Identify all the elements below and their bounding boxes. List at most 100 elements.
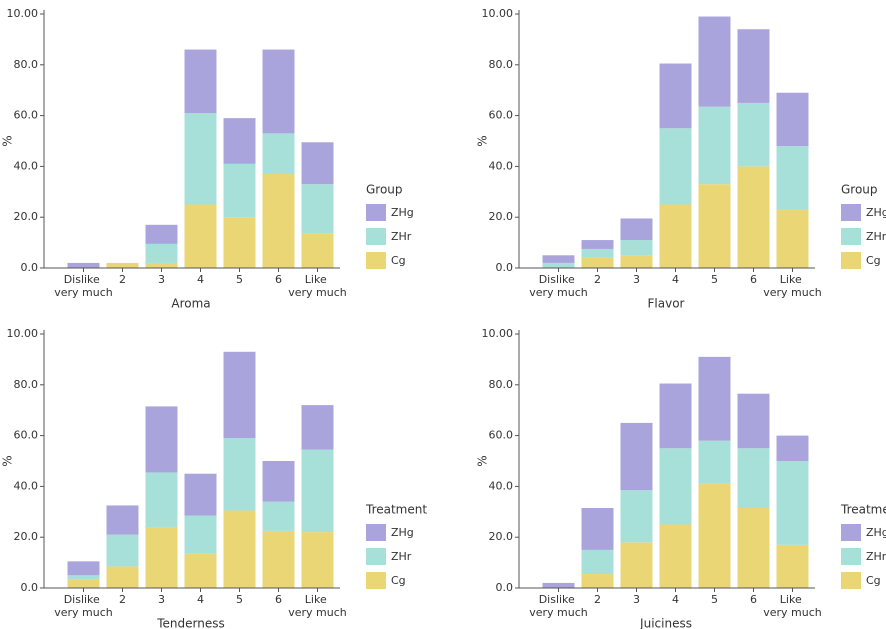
bar-segment: [620, 255, 653, 268]
bar-segment: [106, 262, 139, 268]
legend-label: Cg: [866, 574, 881, 587]
bar-segment: [145, 406, 178, 473]
legend-label: ZHg: [866, 206, 886, 219]
bar-segment: [542, 262, 575, 268]
bar-segment: [659, 383, 692, 449]
legend-swatch: [841, 572, 861, 589]
chart-panel: 0.0 20.0 40.0 60.0 80.0 10.00 Dislike very muc…: [1, 327, 428, 629]
bar-segment: [581, 248, 614, 258]
x-tick-label: 4: [672, 593, 679, 606]
bar-segment: [262, 49, 295, 134]
x-tick-label: 6: [275, 593, 282, 606]
bar-segment: [223, 118, 256, 164]
legend-swatch: [366, 204, 386, 221]
bar-segment: [301, 449, 334, 533]
x-tick-label: 3: [633, 593, 640, 606]
bar-segment: [262, 174, 295, 268]
y-tick-label: 60.0: [14, 429, 39, 442]
bar-segment: [145, 527, 178, 588]
x-tick-label: 2: [119, 273, 126, 286]
bar-segment: [659, 63, 692, 129]
legend-swatch: [366, 572, 386, 589]
bar-segment: [542, 582, 575, 588]
bar-segment: [223, 351, 256, 439]
y-tick-label: 40.0: [14, 479, 39, 492]
bar-segment: [737, 393, 770, 449]
bar-segment: [223, 510, 256, 588]
x-axis-title: Flavor: [648, 297, 685, 311]
x-tick-label: 3: [158, 273, 165, 286]
x-tick-label: 5: [236, 273, 243, 286]
bar-segment: [698, 106, 731, 185]
x-tick-label: 6: [750, 273, 757, 286]
y-axis-title: %: [1, 135, 15, 146]
y-axis-title: %: [476, 455, 490, 466]
x-tick-label: Dislike very much: [54, 273, 113, 299]
bar-segment: [776, 209, 809, 268]
bar-segment: [698, 440, 731, 484]
legend-swatch: [366, 252, 386, 269]
bar-segment: [145, 472, 178, 528]
x-tick-label: Like very much: [763, 593, 822, 619]
bar-segment: [262, 133, 295, 175]
y-tick-label: 10.00: [7, 7, 39, 20]
x-tick-label: 5: [711, 593, 718, 606]
bar-segment: [184, 49, 217, 114]
legend-label: ZHg: [391, 526, 414, 539]
chart-panel: 0.0 20.0 40.0 60.0 80.0 10.00 Dislike very muc…: [476, 327, 886, 629]
bar-segment: [67, 579, 100, 588]
x-axis-title: Juiciness: [639, 617, 692, 629]
bar-segment: [776, 461, 809, 545]
legend-swatch: [366, 524, 386, 541]
bar-segment: [223, 163, 256, 218]
legend-title: Treatment: [840, 503, 886, 517]
bar-segment: [737, 102, 770, 167]
bar-segment: [776, 92, 809, 147]
x-tick-label: Like very much: [763, 273, 822, 299]
bar-segment: [737, 507, 770, 588]
bar-segment: [184, 553, 217, 588]
bar-segment: [262, 530, 295, 588]
bar-segment: [620, 542, 653, 588]
y-tick-label: 40.0: [14, 159, 39, 172]
x-axis-title: Tenderness: [156, 617, 225, 629]
x-tick-label: 4: [197, 273, 204, 286]
bar-segment: [184, 204, 217, 268]
x-tick-label: 2: [594, 273, 601, 286]
bar-segment: [698, 184, 731, 268]
y-tick-label: 10.00: [482, 327, 514, 340]
bar-segment: [581, 549, 614, 575]
x-tick-label: Dislike very much: [54, 593, 113, 619]
y-tick-label: 0.0: [21, 581, 39, 594]
bar-segment: [659, 204, 692, 268]
y-tick-label: 20.0: [14, 210, 39, 223]
y-tick-label: 80.0: [14, 378, 39, 391]
bar-segment: [106, 534, 139, 567]
legend-label: ZHg: [866, 526, 886, 539]
y-tick-label: 80.0: [489, 378, 514, 391]
legend-swatch: [366, 228, 386, 245]
bar-segment: [581, 240, 614, 249]
legend-swatch: [841, 524, 861, 541]
bar-segment: [262, 501, 295, 531]
bar-segment: [620, 240, 653, 256]
y-tick-label: 40.0: [489, 479, 514, 492]
x-tick-label: 6: [750, 593, 757, 606]
bar-segment: [620, 422, 653, 491]
bar-segment: [301, 233, 334, 268]
legend-swatch: [841, 548, 861, 565]
legend-label: ZHr: [866, 550, 886, 563]
bar-segment: [301, 142, 334, 185]
chart-panel: 0.0 20.0 40.0 60.0 80.0 10.00 Dislike very muc…: [476, 7, 886, 311]
bar-segment: [581, 257, 614, 268]
y-tick-label: 20.0: [489, 210, 514, 223]
y-tick-label: 60.0: [489, 109, 514, 122]
legend-swatch: [841, 252, 861, 269]
x-tick-label: 3: [158, 593, 165, 606]
bar-segment: [698, 483, 731, 588]
x-tick-label: 5: [236, 593, 243, 606]
y-tick-label: 0.0: [496, 581, 514, 594]
bar-segment: [737, 29, 770, 103]
bar-segment: [67, 561, 100, 576]
